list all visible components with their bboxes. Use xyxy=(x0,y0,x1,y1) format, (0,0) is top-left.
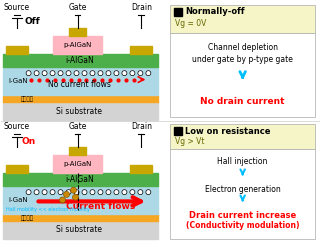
Text: Vg > Vt: Vg > Vt xyxy=(175,137,205,146)
Bar xyxy=(170,124,315,149)
Circle shape xyxy=(122,190,127,195)
Circle shape xyxy=(42,71,47,76)
Bar xyxy=(6,165,28,173)
Bar xyxy=(170,33,315,117)
Bar xyxy=(3,54,158,67)
Bar xyxy=(174,8,182,16)
Text: Drain: Drain xyxy=(131,122,152,131)
Bar xyxy=(174,127,182,135)
Circle shape xyxy=(74,190,79,195)
Bar xyxy=(68,28,86,36)
Text: p-AlGaN: p-AlGaN xyxy=(63,161,92,167)
Text: i-AlGaN: i-AlGaN xyxy=(65,56,94,65)
Circle shape xyxy=(90,71,95,76)
Text: Low on resistance: Low on resistance xyxy=(185,127,271,136)
Circle shape xyxy=(130,190,135,195)
Text: Hall injection: Hall injection xyxy=(218,157,268,166)
Circle shape xyxy=(122,71,127,76)
Bar xyxy=(3,173,158,186)
Circle shape xyxy=(74,71,79,76)
Circle shape xyxy=(60,197,66,203)
Circle shape xyxy=(146,190,151,195)
Circle shape xyxy=(106,71,111,76)
Text: Gate: Gate xyxy=(68,3,87,12)
Text: No drain current: No drain current xyxy=(200,97,285,106)
Bar xyxy=(3,214,158,221)
Bar xyxy=(170,5,315,33)
Bar xyxy=(3,95,158,102)
Text: On: On xyxy=(22,136,36,145)
Circle shape xyxy=(26,71,31,76)
Bar xyxy=(3,186,158,214)
Bar xyxy=(3,221,158,239)
Circle shape xyxy=(146,71,151,76)
Text: Si substrate: Si substrate xyxy=(57,106,102,115)
Circle shape xyxy=(34,71,39,76)
Circle shape xyxy=(90,190,95,195)
Circle shape xyxy=(82,71,87,76)
Text: Source: Source xyxy=(4,3,30,12)
Circle shape xyxy=(70,187,76,193)
Circle shape xyxy=(50,71,55,76)
Text: Drain current increase: Drain current increase xyxy=(189,211,296,219)
Bar xyxy=(130,46,152,54)
Circle shape xyxy=(73,194,78,200)
Circle shape xyxy=(58,190,63,195)
Text: (Conductivity modulation): (Conductivity modulation) xyxy=(186,221,300,230)
Circle shape xyxy=(106,190,111,195)
Circle shape xyxy=(98,71,103,76)
Circle shape xyxy=(130,71,135,76)
Text: under gate by p-type gate: under gate by p-type gate xyxy=(192,54,293,63)
Text: Electron generation: Electron generation xyxy=(205,184,281,194)
Circle shape xyxy=(138,190,143,195)
Text: Si substrate: Si substrate xyxy=(57,226,102,234)
Bar xyxy=(52,36,102,54)
Text: Source: Source xyxy=(4,122,30,131)
Text: バッファ: バッファ xyxy=(20,215,34,221)
Circle shape xyxy=(64,191,69,197)
Circle shape xyxy=(58,71,63,76)
Text: i-AlGaN: i-AlGaN xyxy=(65,175,94,184)
Circle shape xyxy=(34,190,39,195)
Circle shape xyxy=(66,71,71,76)
Text: i-GaN: i-GaN xyxy=(9,197,28,203)
Bar xyxy=(170,149,315,239)
Text: Vg = 0V: Vg = 0V xyxy=(175,20,207,29)
Text: i-GaN: i-GaN xyxy=(9,78,28,84)
Text: Drain: Drain xyxy=(131,3,152,12)
Text: No current flows: No current flows xyxy=(48,80,111,89)
Bar xyxy=(3,67,158,95)
Text: Current flows: Current flows xyxy=(66,202,135,211)
Circle shape xyxy=(50,190,55,195)
Circle shape xyxy=(82,190,87,195)
Circle shape xyxy=(138,71,143,76)
Text: Hall mobility << electron mobility: Hall mobility << electron mobility xyxy=(6,207,90,212)
Text: Normally-off: Normally-off xyxy=(185,8,245,16)
Bar xyxy=(52,155,102,173)
Circle shape xyxy=(98,190,103,195)
Text: Off: Off xyxy=(25,17,40,27)
Text: Gate: Gate xyxy=(68,122,87,131)
Bar xyxy=(6,46,28,54)
Bar xyxy=(130,165,152,173)
Bar xyxy=(68,147,86,155)
Circle shape xyxy=(114,71,119,76)
Bar xyxy=(3,102,158,120)
Circle shape xyxy=(42,190,47,195)
Text: p-AlGaN: p-AlGaN xyxy=(63,42,92,48)
Text: Channel depletion: Channel depletion xyxy=(208,44,278,53)
Text: バッファ: バッファ xyxy=(20,96,34,102)
Circle shape xyxy=(66,190,71,195)
Circle shape xyxy=(26,190,31,195)
Circle shape xyxy=(114,190,119,195)
